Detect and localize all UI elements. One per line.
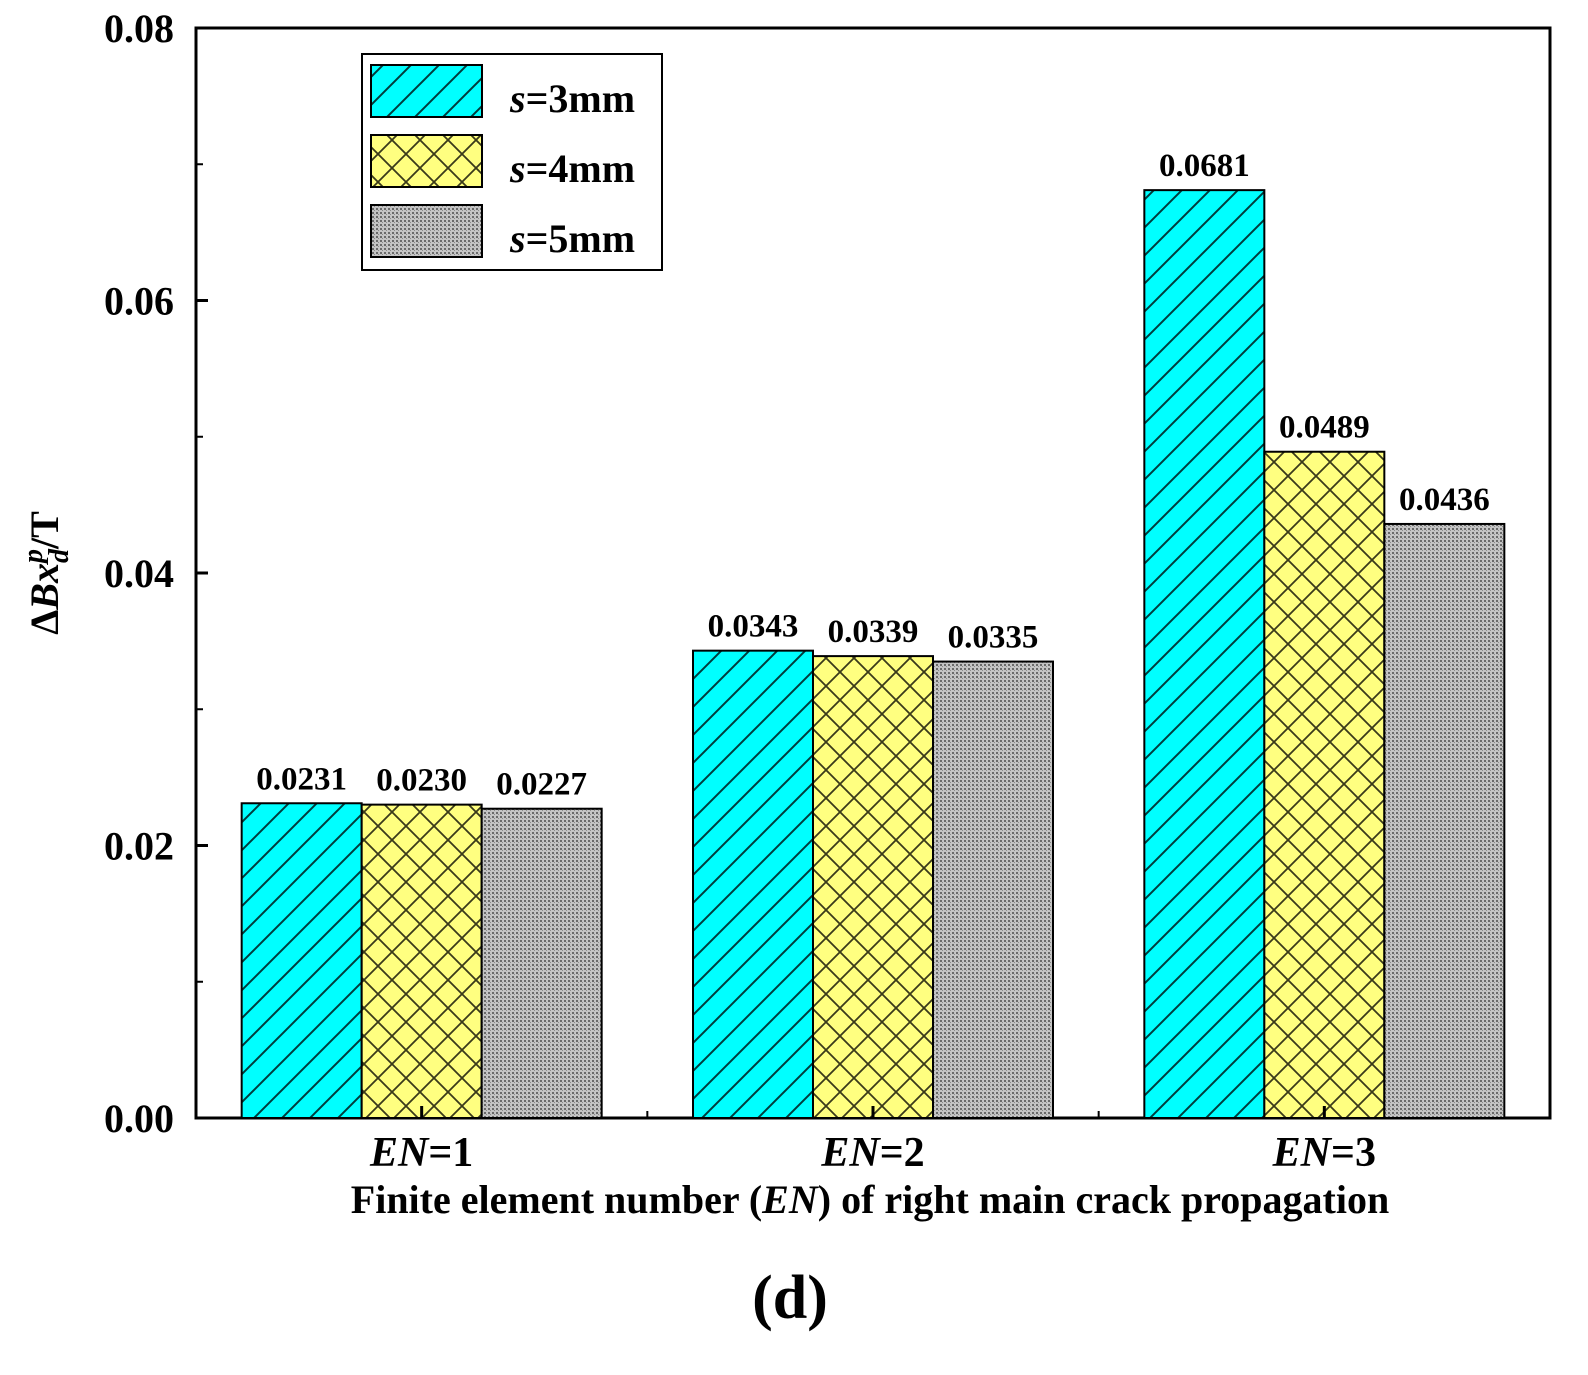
y-tick-label: 0.08	[104, 6, 174, 51]
legend-label-s5: s=5mm	[509, 216, 635, 261]
bar-s5mm-EN1	[480, 807, 603, 1120]
x-tick-label: EN=1	[369, 1130, 473, 1176]
legend-swatch-s5	[370, 204, 483, 258]
legend-label-s3: s=3mm	[509, 76, 635, 121]
y-tick-label: 0.00	[104, 1096, 174, 1141]
data-label: 0.0681	[1159, 148, 1250, 184]
x-tick-label: EN=2	[820, 1130, 924, 1176]
panel-label: (d)	[752, 1264, 828, 1332]
data-label: 0.0335	[948, 620, 1039, 656]
y-axis: 0.00 0.02 0.04 0.06 0.08	[104, 6, 208, 1141]
x-axis-title: Finite element number (EN) of right main…	[351, 1177, 1389, 1222]
data-label: 0.0436	[1399, 482, 1490, 518]
legend-swatch-s3	[370, 64, 483, 118]
data-label: 0.0231	[256, 761, 347, 797]
bar-s3mm-EN3	[1143, 189, 1266, 1119]
y-tick-label: 0.06	[104, 279, 174, 324]
bar-s4mm-EN1	[360, 803, 483, 1119]
legend: s=3mm s=4mm s=5mm	[361, 53, 663, 271]
x-tick-label: EN=3	[1272, 1130, 1376, 1176]
data-labels-layer: 0.0231 0.0343 0.0681 0.0230 0.0339 0.0489 0.02…	[256, 148, 1489, 803]
y-tick-label: 0.04	[104, 551, 174, 596]
y-axis-title: ΔBxdp/T	[18, 511, 75, 635]
bars-layer	[240, 189, 1506, 1120]
x-axis: EN=1 EN=2 EN=3	[369, 1106, 1376, 1176]
bar-s5mm-EN3	[1383, 522, 1506, 1119]
data-label: 0.0489	[1279, 410, 1370, 446]
data-label: 0.0339	[828, 614, 919, 650]
bar-s3mm-EN1	[240, 802, 363, 1119]
data-label: 0.0230	[376, 763, 467, 799]
legend-swatch-s4	[370, 134, 483, 188]
data-label: 0.0343	[708, 609, 799, 645]
bar-s4mm-EN3	[1263, 450, 1386, 1119]
bar-s4mm-EN2	[812, 655, 934, 1119]
bar-s5mm-EN2	[932, 660, 1054, 1119]
legend-label-s4: s=4mm	[509, 146, 635, 191]
bar-s3mm-EN2	[692, 649, 814, 1119]
y-tick-label: 0.02	[104, 824, 174, 869]
data-label: 0.0227	[496, 767, 587, 803]
